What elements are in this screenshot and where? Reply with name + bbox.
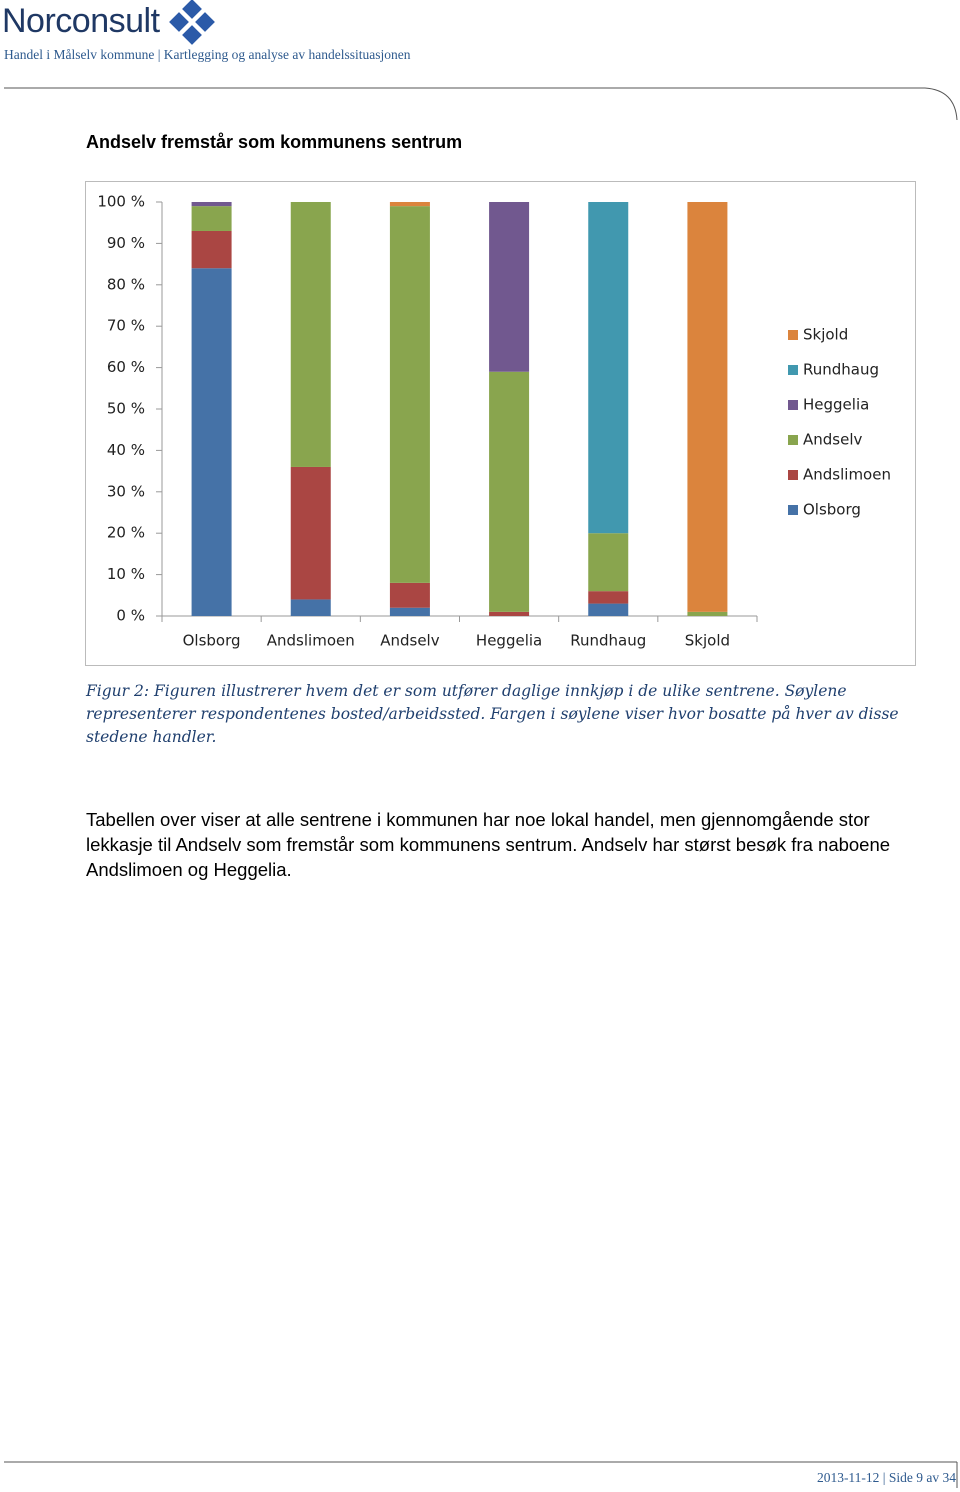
bar-segment <box>191 202 232 207</box>
y-tick-label: 30 % <box>107 482 145 500</box>
footer: 2013-11-12 | Side 9 av 34 <box>816 1470 956 1485</box>
y-tick-label: 10 % <box>107 565 145 583</box>
bar-segment <box>191 206 232 231</box>
bar-segment <box>489 611 530 616</box>
x-tick-label: Andslimoen <box>267 632 355 650</box>
y-tick-label: 100 % <box>97 193 145 211</box>
bar-segment <box>489 202 530 372</box>
legend-swatch <box>788 330 798 340</box>
bar-segment <box>389 582 430 608</box>
legend-label: Olsborg <box>803 501 861 519</box>
logo: Norconsult <box>2 2 160 40</box>
bar-segment <box>389 202 430 207</box>
legend-label: Andselv <box>803 431 863 449</box>
logo-icon <box>169 0 215 45</box>
bar-segment <box>191 230 232 269</box>
bar-segment <box>687 202 728 612</box>
y-tick-label: 0 % <box>116 607 145 625</box>
legend-swatch <box>788 400 798 410</box>
bar-segment <box>588 202 629 534</box>
bar-segment <box>290 599 331 616</box>
x-tick-label: Olsborg <box>183 632 241 650</box>
x-tick-label: Skjold <box>685 632 730 650</box>
bar-segment <box>588 603 629 616</box>
bar-segment <box>290 202 331 467</box>
legend-label: Andslimoen <box>803 466 891 484</box>
chart: 0 % 10 % 20 % 30 % 40 % 50 % 60 % 70 % 80 % 90 % 1… <box>85 181 916 666</box>
x-tick-label: Heggelia <box>476 632 542 650</box>
legend-swatch <box>788 505 798 515</box>
x-tick-label: Rundhaug <box>570 632 646 650</box>
bar-segment <box>489 371 530 612</box>
bar-segment <box>191 268 232 616</box>
legend-label: Rundhaug <box>803 361 879 379</box>
y-tick-label: 90 % <box>107 234 145 252</box>
bar-segment <box>290 466 331 600</box>
bar-segment <box>389 607 430 616</box>
paragraph: Tabellen over viser at alle sentrene i k… <box>86 809 891 880</box>
legend-label: Skjold <box>803 326 848 344</box>
legend-swatch <box>788 435 798 445</box>
bar-segment <box>588 591 629 604</box>
caption: Figur 2: Figuren illustrerer hvem det er… <box>86 682 899 746</box>
bar-segment <box>389 206 430 583</box>
x-tick-label: Andselv <box>380 632 440 650</box>
header-rule <box>4 87 958 121</box>
legend-label: Heggelia <box>803 396 869 414</box>
y-tick-label: 60 % <box>107 358 145 376</box>
y-tick-label: 80 % <box>107 275 145 293</box>
y-tick-label: 70 % <box>107 317 145 335</box>
y-tick-label: 50 % <box>107 400 145 418</box>
heading: Andselv fremstår som kommunens sentrum <box>86 132 463 152</box>
header-subtitle: Handel i Målselv kommune | Kartlegging o… <box>4 47 411 62</box>
y-tick-label: 20 % <box>107 524 145 542</box>
y-tick-label: 40 % <box>107 441 145 459</box>
legend-swatch <box>788 470 798 480</box>
bar-segment <box>588 533 629 592</box>
bar-segment <box>687 611 728 616</box>
legend-swatch <box>788 365 798 375</box>
